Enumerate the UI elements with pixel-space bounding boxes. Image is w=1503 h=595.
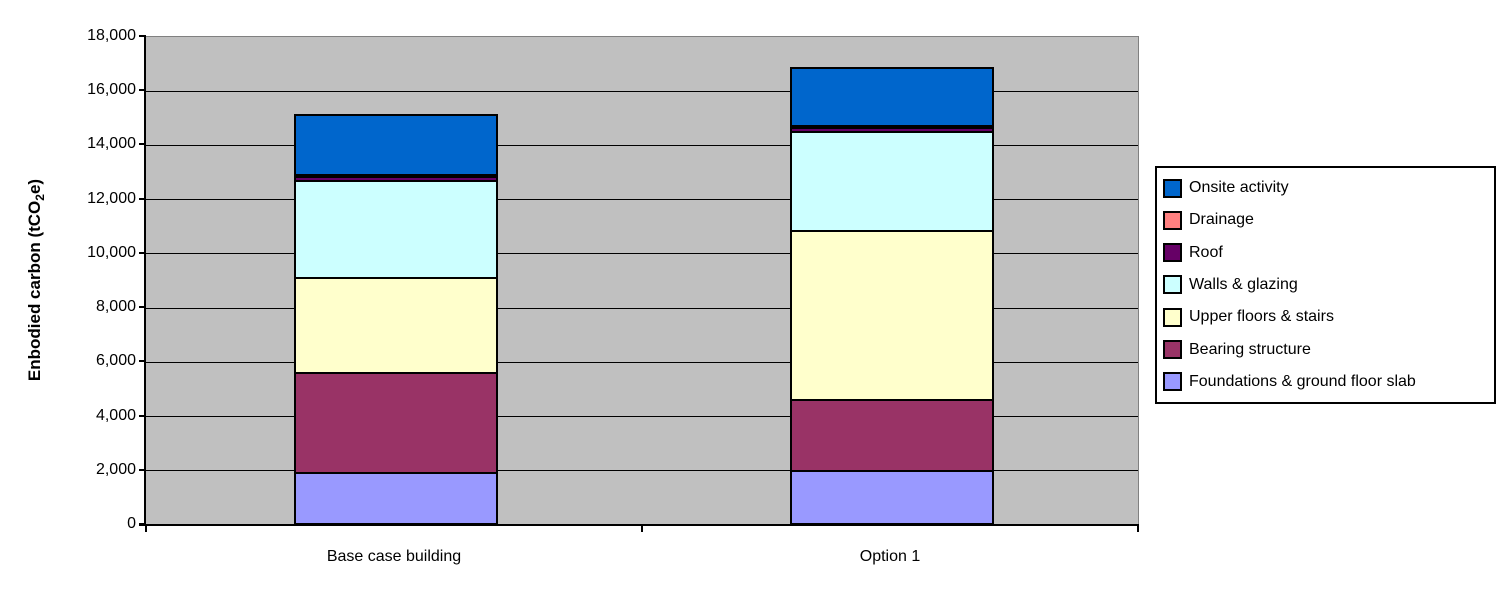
bar-segment-drainage: [296, 175, 496, 178]
legend-swatch-walls-glazing: [1163, 275, 1182, 295]
y-tick-4000: [139, 414, 146, 417]
bar-segment-bearing-structure: [792, 401, 992, 472]
y-tick-label-2000: 2,000: [95, 460, 136, 478]
legend-label-upper-floors-stairs: Upper floors & stairs: [1189, 308, 1334, 326]
legend-label-bearing-structure: Bearing structure: [1189, 340, 1311, 358]
gridline-14000: [146, 144, 1138, 146]
legend-swatch-roof: [1163, 243, 1182, 263]
legend-label-onsite-activity: Onsite activity: [1189, 179, 1289, 197]
bar-segment-walls-glazing: [296, 181, 496, 280]
legend-swatch-bearing-structure: [1163, 340, 1182, 360]
bar-segment-roof: [792, 129, 992, 134]
bar-option-1: [790, 66, 994, 525]
bar-segment-drainage: [792, 127, 992, 130]
legend-label-drainage: Drainage: [1189, 211, 1254, 229]
y-tick-label-4000: 4,000: [95, 406, 136, 424]
gridline-6000: [146, 361, 1138, 363]
plot-area: [146, 36, 1139, 525]
gridline-8000: [146, 307, 1138, 309]
gridline-4000: [146, 416, 1138, 418]
y-axis-line: [144, 36, 146, 526]
bar-segment-onsite-activity: [296, 116, 496, 176]
bar-segment-foundations-ground-floor-slab: [792, 471, 992, 523]
x-tick-0: [145, 524, 147, 532]
gridline-10000: [146, 253, 1138, 255]
bar-segment-walls-glazing: [792, 133, 992, 232]
bar-segment-onsite-activity: [792, 68, 992, 128]
x-category-label-option-1: Option 1: [859, 548, 921, 565]
y-tick-2000: [139, 468, 146, 471]
legend-item-walls-glazing: Walls & glazing: [1163, 275, 1488, 295]
y-tick-6000: [139, 360, 146, 363]
legend-swatch-foundations-ground-floor-slab: [1163, 372, 1182, 392]
y-axis-title: Enbodied carbon (tCO2e): [24, 178, 48, 382]
legend-swatch-drainage: [1163, 210, 1182, 230]
x-category-label-base-case-building: Base case building: [326, 548, 462, 565]
bar-segment-upper-floors-stairs: [792, 231, 992, 402]
legend-item-upper-floors-stairs: Upper floors & stairs: [1163, 307, 1488, 327]
legend-swatch-upper-floors-stairs: [1163, 307, 1182, 327]
gridline-2000: [146, 470, 1138, 472]
legend-item-drainage: Drainage: [1163, 210, 1488, 230]
y-tick-18000: [139, 35, 146, 37]
legend-item-bearing-structure: Bearing structure: [1163, 340, 1488, 360]
legend-label-foundations-ground-floor-slab: Foundations & ground floor slab: [1189, 372, 1416, 390]
x-tick-1: [641, 524, 643, 532]
y-tick-10000: [139, 251, 146, 254]
y-tick-12000: [139, 197, 146, 200]
y-tick-16000: [139, 89, 146, 92]
x-axis-line: [139, 524, 1139, 526]
y-tick-label-8000: 8,000: [95, 298, 136, 316]
legend-item-onsite-activity: Onsite activity: [1163, 178, 1488, 198]
y-tick-label-16000: 16,000: [87, 81, 136, 99]
y-tick-14000: [139, 143, 146, 146]
bar-segment-roof: [296, 177, 496, 182]
legend-item-roof: Roof: [1163, 243, 1488, 263]
legend-item-foundations-ground-floor-slab: Foundations & ground floor slab: [1163, 372, 1488, 392]
y-tick-label-12000: 12,000: [87, 189, 136, 207]
legend-swatch-onsite-activity: [1163, 178, 1182, 198]
legend: Onsite activity Drainage Roof Walls & glazi…: [1155, 166, 1496, 404]
x-tick-2: [1137, 524, 1139, 532]
legend-label-walls-glazing: Walls & glazing: [1189, 275, 1298, 293]
y-tick-label-6000: 6,000: [95, 352, 136, 370]
bar-segment-bearing-structure: [296, 374, 496, 475]
gridline-12000: [146, 199, 1138, 201]
gridline-16000: [146, 90, 1138, 92]
bar-segment-foundations-ground-floor-slab: [296, 474, 496, 523]
y-tick-8000: [139, 306, 146, 309]
y-tick-label-10000: 10,000: [87, 243, 136, 261]
y-tick-label-18000: 18,000: [87, 27, 136, 44]
y-tick-0: [139, 523, 146, 525]
bar-base-case-building: [294, 114, 498, 525]
y-tick-label-14000: 14,000: [87, 135, 136, 153]
legend-label-roof: Roof: [1189, 243, 1223, 261]
y-tick-label-0: 0: [127, 515, 136, 532]
bar-segment-upper-floors-stairs: [296, 279, 496, 375]
